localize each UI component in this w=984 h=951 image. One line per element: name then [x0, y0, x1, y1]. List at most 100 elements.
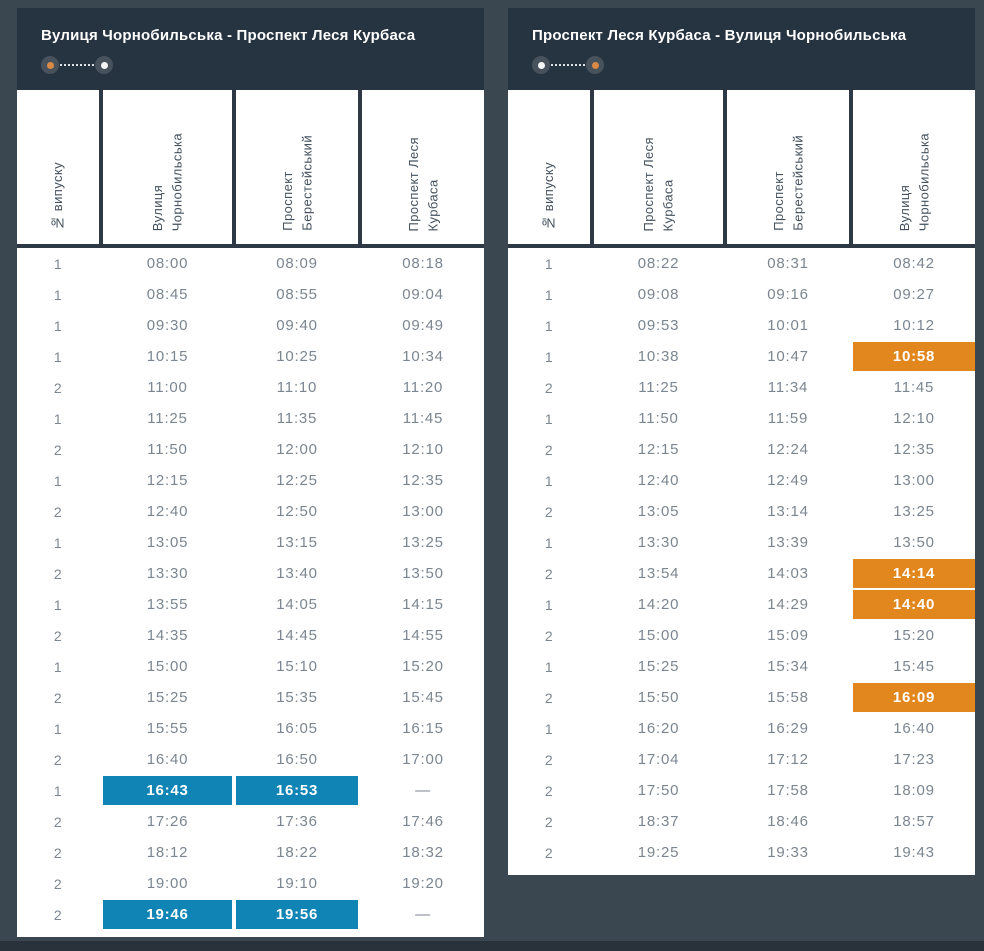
- route-end-dot-icon: [591, 61, 599, 69]
- time-cell: 18:46: [767, 813, 809, 830]
- time-cell: 12:35: [893, 441, 935, 458]
- time-cell: 14:55: [402, 627, 444, 644]
- time-cell: 13:50: [893, 534, 935, 551]
- time-cell: 09:08: [637, 286, 680, 303]
- column-header-label: Проспект Берестейський: [279, 135, 315, 231]
- table-row: 1 08:45 08:55 09:04: [17, 279, 484, 310]
- run-number-cell: 2: [544, 844, 554, 861]
- run-number-cell: 2: [544, 565, 554, 582]
- route-dotted-line-icon: [551, 64, 585, 66]
- time-cell: 15:00: [637, 627, 680, 644]
- table-row: 1 09:53 10:01 10:12: [508, 310, 975, 341]
- run-number-cell: 1: [53, 348, 63, 365]
- column-header: Проспект Берестейський: [727, 90, 849, 244]
- time-cell: 17:12: [767, 751, 809, 768]
- table-row: 1 16:20 16:29 16:40: [508, 713, 975, 744]
- table-row: 1 14:20 14:29 14:40: [508, 589, 975, 620]
- table-row: 2 18:12 18:22 18:32: [17, 837, 484, 868]
- table-row: 2 16:40 16:50 17:00: [17, 744, 484, 775]
- table-row: 2 17:04 17:12 17:23: [508, 744, 975, 775]
- table-row: 2 18:37 18:46 18:57: [508, 806, 975, 837]
- time-cell: 19:25: [637, 844, 680, 861]
- route-direction-toggle[interactable]: [532, 56, 604, 74]
- time-cell: 17:36: [276, 813, 318, 830]
- time-cell: 15:50: [637, 689, 680, 706]
- table-row: 1 15:25 15:34 15:45: [508, 651, 975, 682]
- route-board: Вулиця Чорнобильська - Проспект Леся Кур…: [17, 8, 484, 937]
- run-number-cell: 2: [53, 441, 63, 458]
- route-title: Проспект Леся Курбаса - Вулиця Чорнобиль…: [532, 27, 907, 44]
- route-board: Проспект Леся Курбаса - Вулиця Чорнобиль…: [508, 8, 975, 875]
- table-body: 1 08:22 08:31 08:42 1 09:08 09:16 09:27 1 09:53 10…: [508, 248, 975, 875]
- time-cell: 15:45: [402, 689, 444, 706]
- highlighted-time-cell: 14:40: [853, 590, 975, 619]
- time-cell: 14:03: [767, 565, 809, 582]
- route-start-stop-icon[interactable]: [532, 56, 550, 74]
- time-cell: 13:05: [146, 534, 189, 551]
- run-number-cell: 1: [53, 782, 63, 799]
- time-cell: 17:00: [402, 751, 444, 768]
- time-cell: 12:40: [146, 503, 189, 520]
- time-cell: 08:45: [146, 286, 189, 303]
- run-number-cell: 2: [53, 813, 63, 830]
- time-cell: 18:37: [637, 813, 680, 830]
- run-number-cell: 1: [53, 410, 63, 427]
- column-header: Проспект Леся Курбаса: [594, 90, 723, 244]
- time-cell: 15:34: [767, 658, 809, 675]
- run-number-cell: 2: [53, 875, 63, 892]
- time-cell: 13:00: [893, 472, 935, 489]
- table-row: 2 13:54 14:03 14:14: [508, 558, 975, 589]
- route-start-stop-icon[interactable]: [41, 56, 59, 74]
- time-cell: 15:58: [767, 689, 809, 706]
- table-row: 2 19:25 19:33 19:43: [508, 837, 975, 868]
- time-cell: 10:25: [276, 348, 318, 365]
- time-cell: 13:15: [276, 534, 318, 551]
- route-end-stop-icon[interactable]: [95, 56, 113, 74]
- time-cell: 13:40: [276, 565, 318, 582]
- table-row: 1 13:55 14:05 14:15: [17, 589, 484, 620]
- column-header: Проспект Леся Курбаса: [362, 90, 484, 244]
- time-cell: —: [415, 782, 431, 799]
- route-direction-toggle[interactable]: [41, 56, 113, 74]
- table-row: 2 15:00 15:09 15:20: [508, 620, 975, 651]
- time-cell: 08:18: [402, 255, 444, 272]
- time-cell: 14:45: [276, 627, 318, 644]
- route-header: Вулиця Чорнобильська - Проспект Леся Кур…: [17, 8, 484, 90]
- time-cell: 17:26: [146, 813, 189, 830]
- time-cell: 12:50: [276, 503, 318, 520]
- highlighted-time-cell: 19:56: [236, 900, 358, 929]
- time-cell: 11:59: [767, 410, 809, 427]
- run-number-cell: 2: [53, 689, 63, 706]
- table-row: 1 12:40 12:49 13:00: [508, 465, 975, 496]
- run-number-cell: 2: [53, 751, 63, 768]
- time-cell: 11:35: [276, 410, 318, 427]
- time-cell: 15:00: [146, 658, 189, 675]
- table-row: 2 14:35 14:45 14:55: [17, 620, 484, 651]
- time-cell: 10:47: [767, 348, 809, 365]
- table-row: 1 16:43 16:53 —: [17, 775, 484, 806]
- route-end-dot-icon: [100, 61, 108, 69]
- time-cell: 13:39: [767, 534, 809, 551]
- time-cell: 12:15: [146, 472, 189, 489]
- run-number-cell: 2: [544, 689, 554, 706]
- table-header-row: № випуску Проспект Леся Курбаса Проспект Б…: [508, 90, 975, 248]
- time-cell: 12:10: [402, 441, 444, 458]
- highlighted-time-cell: 10:58: [853, 342, 975, 371]
- time-cell: 12:24: [767, 441, 809, 458]
- table-row: 2 12:15 12:24 12:35: [508, 434, 975, 465]
- run-number-cell: 2: [544, 503, 554, 520]
- time-cell: 19:33: [767, 844, 809, 861]
- column-header-label: Проспект Леся Курбаса: [641, 136, 676, 231]
- route-end-stop-icon[interactable]: [586, 56, 604, 74]
- table-row: 2 13:05 13:14 13:25: [508, 496, 975, 527]
- table-row: 2 17:26 17:36 17:46: [17, 806, 484, 837]
- time-cell: 09:16: [767, 286, 809, 303]
- table-row: 1 09:08 09:16 09:27: [508, 279, 975, 310]
- time-cell: 16:50: [276, 751, 318, 768]
- route-header: Проспект Леся Курбаса - Вулиця Чорнобиль…: [508, 8, 975, 90]
- time-cell: 09:40: [276, 317, 318, 334]
- table-row: 2 13:30 13:40 13:50: [17, 558, 484, 589]
- time-cell: 10:38: [637, 348, 680, 365]
- time-cell: 08:22: [637, 255, 680, 272]
- run-number-cell: 1: [544, 410, 554, 427]
